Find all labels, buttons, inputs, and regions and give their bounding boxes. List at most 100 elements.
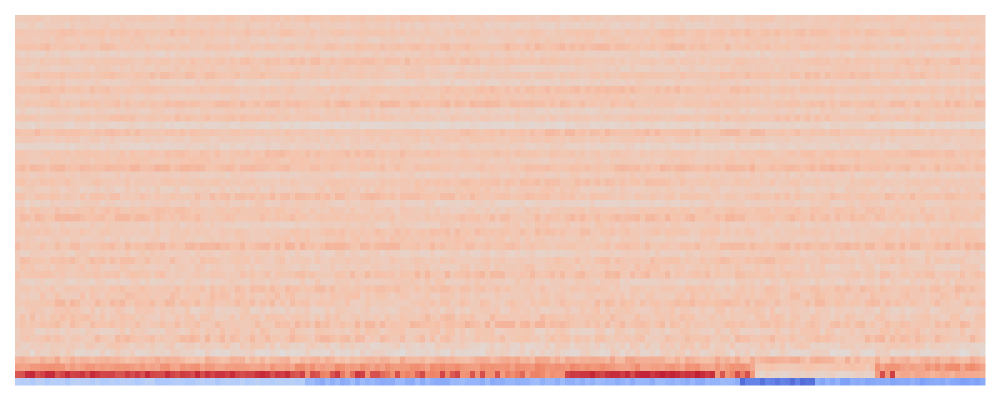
heatmap-cell	[520, 71, 526, 80]
heatmap-cell	[940, 50, 946, 59]
heatmap-cell	[70, 150, 76, 158]
heatmap-cell	[560, 22, 566, 30]
heatmap-cell	[135, 100, 141, 108]
heatmap-cell	[575, 107, 581, 115]
heatmap-cell	[960, 107, 966, 115]
heatmap-cell	[290, 107, 296, 115]
heatmap-cell	[810, 185, 816, 194]
heatmap-cell	[420, 57, 426, 66]
heatmap-cell	[335, 107, 341, 115]
heatmap-cell	[580, 178, 586, 187]
heatmap-cell	[255, 178, 261, 187]
heatmap-cell	[810, 135, 816, 144]
heatmap-cell	[910, 29, 916, 37]
heatmap-cell	[890, 135, 896, 144]
heatmap-cell	[675, 185, 681, 194]
heatmap-cell	[250, 71, 256, 80]
heatmap-cell	[535, 150, 541, 158]
heatmap-cell	[700, 86, 706, 94]
heatmap-cell	[790, 71, 796, 80]
heatmap-cell	[415, 178, 421, 187]
heatmap-cell	[565, 93, 571, 101]
heatmap-cell	[775, 79, 781, 87]
heatmap-cell	[920, 107, 926, 115]
heatmap-cell	[55, 93, 61, 101]
heatmap-cell	[550, 57, 556, 66]
heatmap-cell	[435, 86, 441, 94]
heatmap-cell	[925, 43, 931, 51]
heatmap-cell	[425, 57, 431, 66]
heatmap-cell	[555, 114, 561, 123]
heatmap-cell	[275, 121, 281, 130]
heatmap-cell	[465, 15, 471, 23]
heatmap-cell	[810, 57, 816, 66]
heatmap-cell	[440, 43, 446, 51]
heatmap-cell	[355, 100, 361, 108]
heatmap-cell	[970, 107, 976, 115]
heatmap-cell	[620, 43, 626, 51]
heatmap-cell	[695, 114, 701, 123]
heatmap-cell	[630, 107, 636, 115]
heatmap-cell	[130, 185, 136, 194]
heatmap-cell	[445, 128, 451, 137]
heatmap-cell	[915, 157, 921, 165]
heatmap-cell	[955, 150, 961, 158]
heatmap-cell	[160, 114, 166, 123]
heatmap-cell	[720, 57, 726, 66]
heatmap-cell	[730, 43, 736, 51]
heatmap-cell	[845, 36, 851, 44]
heatmap-cell	[705, 107, 711, 115]
heatmap-cell	[360, 164, 366, 172]
heatmap-cell	[965, 57, 971, 66]
heatmap-cell	[125, 114, 131, 123]
heatmap-cell	[50, 114, 56, 123]
heatmap-cell	[915, 143, 921, 151]
heatmap-cell	[70, 86, 76, 94]
heatmap-cell	[210, 79, 216, 87]
heatmap-cell	[945, 178, 951, 187]
heatmap-cell	[495, 71, 501, 80]
heatmap-cell	[355, 64, 361, 73]
heatmap-cell	[805, 71, 811, 80]
heatmap-cell	[600, 93, 606, 101]
heatmap-cell	[545, 64, 551, 73]
heatmap-cell	[775, 22, 781, 30]
heatmap-cell	[575, 164, 581, 172]
heatmap-cell	[555, 164, 561, 172]
heatmap-cell	[15, 71, 21, 80]
heatmap-cell	[160, 171, 166, 180]
heatmap-cell	[30, 150, 36, 158]
heatmap-cell	[975, 43, 981, 51]
heatmap-cell	[825, 135, 831, 144]
heatmap-cell	[530, 178, 536, 187]
heatmap-cell	[250, 100, 256, 108]
heatmap-cell	[500, 100, 506, 108]
heatmap-cell	[785, 128, 791, 137]
heatmap-cell	[160, 22, 166, 30]
heatmap-cell	[915, 107, 921, 115]
heatmap-cell	[615, 86, 621, 94]
heatmap-cell	[225, 121, 231, 130]
heatmap-cell	[60, 164, 66, 172]
heatmap-cell	[830, 164, 836, 172]
heatmap-cell	[300, 79, 306, 87]
heatmap-cell	[180, 128, 186, 137]
heatmap-cell	[390, 192, 396, 201]
heatmap-cell	[655, 114, 661, 123]
heatmap-cell	[140, 164, 146, 172]
heatmap-cell	[70, 128, 76, 137]
heatmap-cell	[305, 192, 311, 201]
heatmap-cell	[700, 114, 706, 123]
heatmap-cell	[960, 22, 966, 30]
heatmap-cell	[610, 93, 616, 101]
heatmap-cell	[510, 157, 516, 165]
heatmap-cell	[465, 43, 471, 51]
heatmap-cell	[75, 86, 81, 94]
heatmap-cell	[315, 157, 321, 165]
heatmap-cell	[95, 185, 101, 194]
heatmap-cell	[955, 121, 961, 130]
heatmap-cell	[675, 135, 681, 144]
heatmap-cell	[375, 114, 381, 123]
heatmap-cell	[815, 178, 821, 187]
heatmap-cell	[595, 93, 601, 101]
